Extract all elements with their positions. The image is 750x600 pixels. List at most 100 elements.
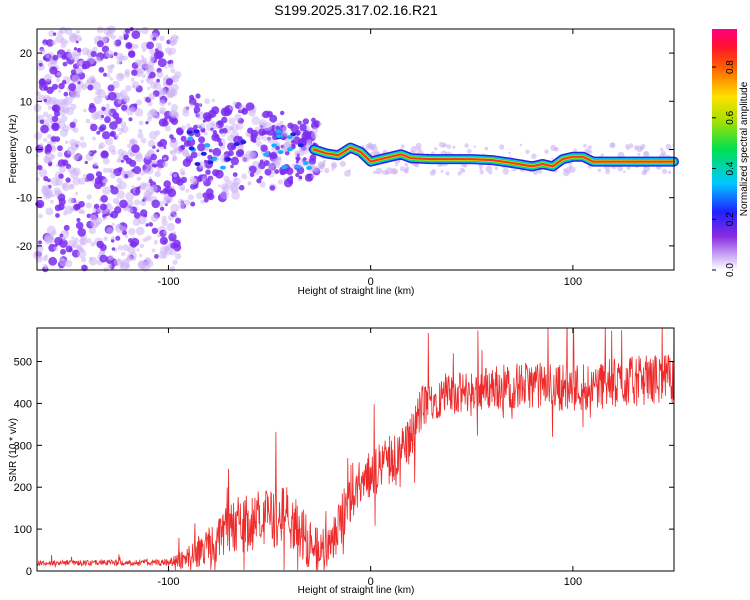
spectrogram-noise-dot	[43, 42, 47, 46]
spectrogram-noise-dot	[52, 54, 59, 61]
spectrogram-halo-dot	[533, 170, 538, 175]
spectrogram-noise-dot	[63, 96, 73, 106]
spectrogram-noise-dot	[137, 132, 144, 139]
spectrogram-noise-dot	[154, 130, 161, 136]
spectrogram-burst-dot	[311, 121, 319, 130]
colorbar-tick-label: 0.6	[725, 110, 736, 124]
spectrogram-burst-dot	[283, 140, 292, 149]
spectrogram-burst-dot	[233, 135, 242, 144]
spectrogram-halo-dot	[331, 168, 335, 171]
spectrogram-hotspot	[277, 150, 284, 155]
spectrogram-burst-dot	[190, 183, 197, 190]
spectrogram-burst-dot	[295, 172, 300, 178]
spectrogram-noise-dot	[43, 137, 48, 143]
spectrogram-noise-dot	[81, 84, 87, 91]
spectrogram-noise-dot	[61, 80, 67, 85]
spectrogram-noise-dot	[145, 257, 150, 262]
spectrogram-noise-dot	[69, 32, 78, 42]
spectrogram-noise-dot	[125, 192, 135, 201]
spectrogram-burst-dot	[205, 169, 211, 175]
spectrogram-noise-dot	[86, 194, 92, 200]
spectrogram-burst-dot	[190, 201, 196, 207]
spectrogram-noise-dot	[131, 256, 137, 261]
spectrogram-noise-dot	[163, 157, 167, 161]
spectrogram-noise-dot	[54, 236, 63, 246]
spectrogram-noise-dot	[118, 35, 124, 41]
spectrogram-noise-dot	[98, 67, 105, 73]
spectrogram-noise-dot	[130, 238, 140, 247]
spectrogram-burst-dot	[229, 105, 235, 111]
spectrogram-noise-dot	[77, 52, 82, 57]
spectrogram-halo-dot	[324, 167, 330, 174]
spectrogram-hotspot	[240, 140, 247, 145]
spectrogram-noise-dot	[144, 154, 149, 159]
spectrogram-burst-dot	[227, 142, 236, 151]
spectrogram-noise-dot	[163, 245, 170, 252]
spectrogram-noise-dot	[111, 247, 116, 251]
spectrogram-halo-dot	[660, 150, 667, 157]
spectrogram-noise-dot	[100, 114, 105, 119]
spectrogram-noise-dot	[57, 89, 62, 93]
spectrogram-noise-dot	[111, 222, 115, 227]
spectrogram-noise-dot	[58, 82, 65, 90]
spectrogram-noise-dot	[159, 99, 166, 107]
spectrogram-hotspot	[306, 166, 313, 170]
spectrogram-noise-dot	[47, 234, 55, 241]
spectrogram-noise-dot	[168, 197, 172, 201]
spectrogram-noise-dot	[156, 78, 161, 83]
spectrogram-halo-dot	[457, 171, 462, 176]
spectrogram-noise-dot	[49, 66, 58, 75]
spectrogram-burst-dot	[185, 188, 190, 193]
spectrogram-noise-dot	[140, 184, 146, 190]
spectrogram-hotspot	[286, 135, 293, 140]
spectrogram-halo-dot	[643, 150, 650, 158]
spectrogram-noise-dot	[111, 149, 117, 155]
spectrogram-noise-dot	[61, 182, 71, 192]
snr-x-tick-label: 100	[564, 576, 582, 588]
spectrogram-noise-dot	[131, 69, 138, 76]
spectrogram-halo-dot	[400, 144, 405, 149]
spectrogram-noise-dot	[38, 62, 43, 67]
spectrogram-noise-dot	[94, 56, 101, 63]
spectrogram-noise-dot	[91, 111, 100, 120]
colorbar-ticks: 0.0 0.2 0.4 0.6 0.8	[712, 60, 736, 277]
spectrogram-noise-dot	[105, 50, 114, 58]
spectrogram-noise-dot	[172, 155, 178, 162]
spectrogram-halo-dot	[519, 143, 523, 147]
spectrogram-noise-dot	[174, 253, 182, 260]
spectrogram-noise-dot	[111, 236, 115, 240]
spectrogram-halo-dot	[568, 164, 573, 169]
spectrogram-noise-dot	[70, 184, 74, 188]
spectrogram-noise-dot	[77, 249, 87, 259]
spectrogram-noise-dot	[67, 197, 75, 204]
colorbar-gradient	[712, 29, 737, 270]
spectrogram-y-ticks: -20 -10 0 10 20	[16, 48, 674, 253]
spectrogram-burst-dot	[298, 175, 303, 180]
spectrogram-noise-dot	[120, 251, 126, 257]
spectrogram-noise-dot	[105, 103, 110, 108]
spectrogram-halo-dot	[445, 171, 450, 176]
spectrogram-noise-dot	[73, 168, 77, 172]
spectrogram-noise-dot	[148, 222, 154, 227]
spectrogram-noise-dot	[115, 134, 120, 138]
spectrogram-noise-dot	[90, 241, 96, 247]
spectrogram-noise-dot	[104, 216, 108, 220]
spectrogram-noise-dot	[44, 152, 54, 162]
spectrogram-burst-dot	[234, 113, 242, 121]
spectrogram-noise-dot	[46, 86, 54, 95]
spectrogram-noise-dot	[115, 72, 125, 82]
spectrogram-burst-dot	[283, 178, 293, 188]
spectrogram-noise-dot	[107, 68, 113, 74]
spectrogram-noise-dot	[173, 214, 178, 218]
spectrogram-noise-dot	[142, 49, 146, 53]
spectrogram-burst-dot	[260, 144, 268, 152]
spectrogram-noise-dot	[106, 73, 111, 78]
spectrogram-burst-dot	[291, 144, 296, 148]
spectrogram-burst-dot	[269, 185, 276, 191]
spectrogram-noise-dot	[153, 50, 163, 60]
spectrogram-noise-dot	[153, 160, 158, 165]
spectrogram-burst-dot	[301, 145, 310, 154]
spectrogram-halo-dot	[440, 169, 444, 173]
spectrogram-noise-dot	[107, 168, 112, 173]
spectrogram-noise-dot	[123, 95, 130, 102]
